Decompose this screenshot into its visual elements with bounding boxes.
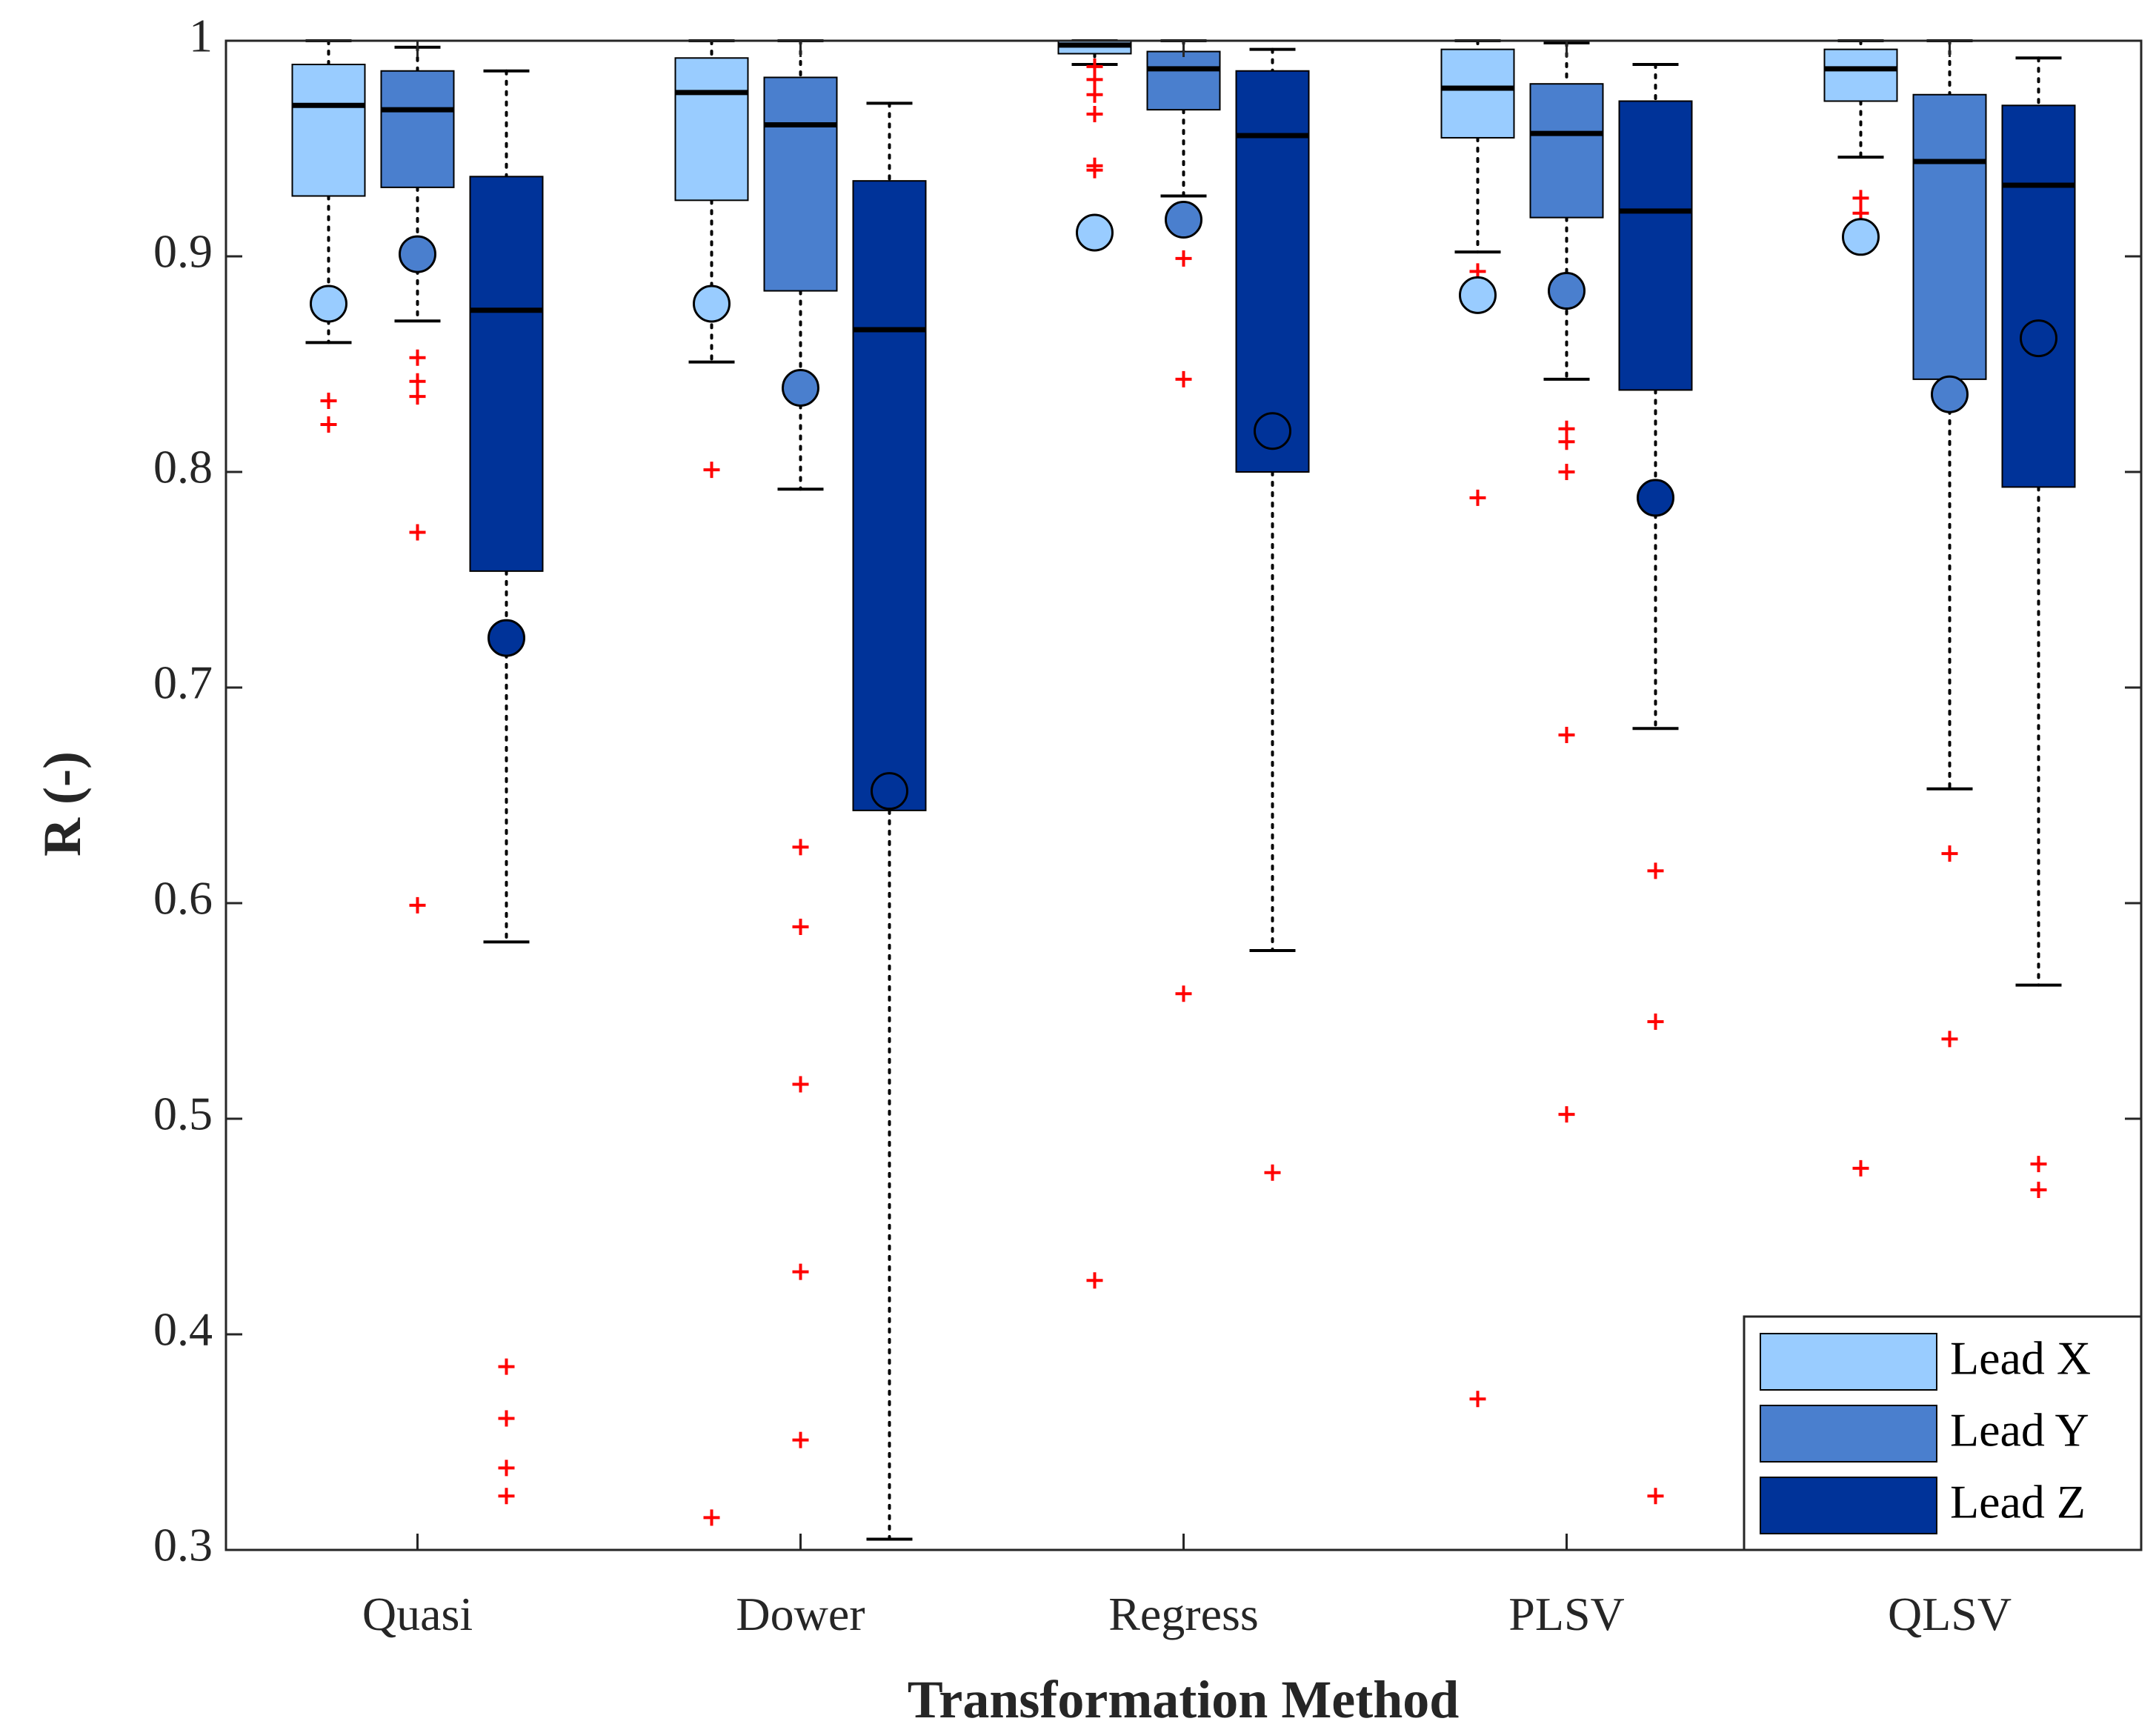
box <box>1146 50 1221 111</box>
outlier-marker <box>320 416 337 433</box>
mean-marker <box>782 369 819 407</box>
outlier-marker <box>1558 433 1575 450</box>
y-tick-label: 0.7 <box>153 656 213 709</box>
legend-swatch <box>1760 1333 1937 1391</box>
mean-marker <box>1931 375 1969 413</box>
outlier-marker <box>2030 1182 2047 1199</box>
outlier-marker <box>792 1431 809 1448</box>
mean-marker <box>693 284 731 323</box>
y-tick-label: 0.9 <box>153 225 213 278</box>
outlier-marker <box>1264 1164 1281 1181</box>
axes: 0.3 0.4 0.5 0.6 0.7 0.8 0.9 1 Quasi Dower Regress P… <box>153 10 2143 1640</box>
mean-marker <box>1842 218 1880 256</box>
outlier-marker <box>1558 1106 1575 1123</box>
x-tick-label: Quasi <box>362 1588 473 1640</box>
y-tick-label: 0.5 <box>153 1088 213 1140</box>
outlier-marker <box>703 462 720 479</box>
outlier-marker <box>409 349 426 366</box>
outlier-marker <box>1558 464 1575 480</box>
outlier-marker <box>320 392 337 409</box>
mean-marker <box>1165 201 1202 239</box>
legend-swatch <box>1760 1477 1937 1534</box>
x-tick-label: PLSV <box>1508 1588 1625 1640</box>
mean-marker <box>1548 272 1586 310</box>
outlier-marker <box>1175 370 1192 387</box>
mean-marker <box>2020 319 2057 358</box>
box <box>852 180 927 811</box>
outlier-marker <box>409 388 426 405</box>
outlier-marker <box>1647 1488 1664 1505</box>
box <box>1235 70 1310 473</box>
box <box>763 76 838 292</box>
x-tick-label: QLSV <box>1888 1588 2012 1640</box>
outlier-marker <box>1086 71 1103 88</box>
mean-marker <box>1254 412 1291 450</box>
y-tick-label: 0.4 <box>153 1303 213 1356</box>
mean-marker <box>1637 479 1674 517</box>
outlier-marker <box>1647 1014 1664 1031</box>
x-tick-label: Regress <box>1108 1588 1259 1640</box>
outlier-marker <box>1941 1031 1958 1048</box>
outlier-marker <box>498 1410 515 1427</box>
outlier-marker <box>1086 162 1103 179</box>
box <box>469 176 544 572</box>
outlier-marker <box>1086 1272 1103 1289</box>
box <box>1823 48 1898 102</box>
outlier-marker <box>409 524 426 541</box>
box <box>1440 48 1515 139</box>
box <box>1912 93 1987 380</box>
x-tick-label: Dower <box>736 1588 865 1640</box>
outlier-marker <box>1852 190 1869 207</box>
x-axis-title: Transformation Method <box>908 1670 1460 1727</box>
y-tick-label: 0.8 <box>153 441 213 493</box>
outlier-marker <box>792 1263 809 1280</box>
legend-label: Lead X <box>1950 1332 2091 1385</box>
y-tick-label: 1 <box>189 10 213 62</box>
outlier-marker <box>792 1076 809 1093</box>
outlier-marker <box>1647 862 1664 879</box>
mean-marker <box>399 235 436 273</box>
y-axis-title: R (-) <box>33 751 92 856</box>
outlier-marker <box>1941 845 1958 862</box>
box <box>380 70 455 188</box>
mean-marker <box>1459 276 1497 314</box>
outlier-marker <box>409 896 426 914</box>
mean-marker <box>310 284 347 323</box>
legend: Lead X Lead Y Lead Z <box>1743 1315 2143 1551</box>
mean-marker <box>871 772 908 811</box>
outlier-marker <box>1175 985 1192 1002</box>
outlier-marker <box>1086 105 1103 122</box>
box <box>1529 83 1604 219</box>
box <box>291 64 366 197</box>
outlier-marker <box>1469 1391 1486 1408</box>
mean-marker <box>1076 213 1114 252</box>
legend-label: Lead Z <box>1950 1476 2086 1528</box>
outlier-marker <box>792 839 809 856</box>
outlier-marker <box>498 1460 515 1477</box>
y-tick-label: 0.3 <box>153 1519 213 1571</box>
mean-marker <box>488 619 525 657</box>
legend-label: Lead Y <box>1950 1404 2089 1457</box>
outlier-marker <box>1852 1159 1869 1177</box>
box <box>674 57 749 202</box>
outlier-marker <box>1558 727 1575 744</box>
box <box>2001 104 2076 488</box>
y-tick-label: 0.6 <box>153 872 213 925</box>
outlier-marker <box>2030 1156 2047 1173</box>
outlier-marker <box>1469 489 1486 506</box>
outlier-marker <box>498 1358 515 1375</box>
outlier-marker <box>498 1488 515 1505</box>
box <box>1618 100 1693 391</box>
outlier-marker <box>1086 86 1103 103</box>
outlier-marker <box>1175 250 1192 267</box>
outlier-marker <box>409 373 426 390</box>
outlier-marker <box>703 1509 720 1526</box>
legend-swatch <box>1760 1405 1937 1463</box>
outlier-marker <box>792 919 809 936</box>
